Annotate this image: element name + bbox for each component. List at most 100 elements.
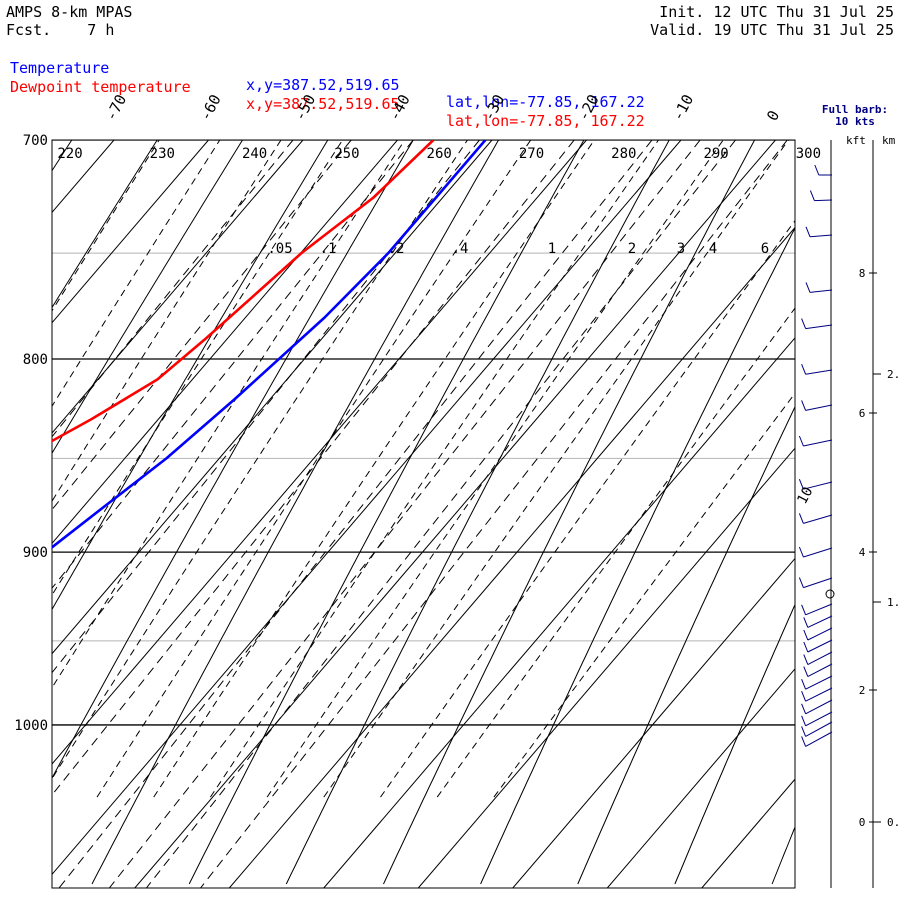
model-title: AMPS 8-km MPAS bbox=[6, 3, 133, 21]
isotherm-line bbox=[512, 557, 795, 888]
mixing-ratio-line bbox=[58, 140, 653, 888]
moist-adiabat bbox=[52, 140, 282, 503]
wind-barb bbox=[801, 731, 833, 747]
calm-wind-marker bbox=[825, 589, 835, 599]
wind-barb bbox=[803, 627, 833, 641]
fcst-value: 7 h bbox=[87, 21, 115, 39]
moist-adiabat bbox=[323, 140, 789, 798]
wind-barb bbox=[801, 400, 833, 411]
moist-adiabat bbox=[52, 140, 468, 780]
isotherm-line bbox=[52, 140, 398, 545]
isotherm-line bbox=[134, 140, 776, 888]
wind-barb bbox=[809, 190, 833, 202]
mixing-ratio-line bbox=[108, 140, 701, 888]
isotherm-line bbox=[52, 140, 209, 324]
isotherm-top-label: -30 bbox=[480, 92, 509, 124]
wind-barb bbox=[803, 639, 833, 653]
moist-adiabat bbox=[52, 140, 221, 408]
wind-barb bbox=[801, 687, 833, 702]
moist-adiabat bbox=[209, 140, 659, 798]
wind-barb bbox=[801, 721, 833, 737]
mixing-ratio-line bbox=[52, 140, 414, 589]
km-tick-label: 1. bbox=[887, 596, 900, 609]
mixing-ratio-line bbox=[145, 140, 736, 888]
moist-adiabat bbox=[52, 140, 406, 689]
theta-label: 280 bbox=[611, 146, 636, 162]
mixing-ratio-line bbox=[52, 140, 294, 438]
pressure-tick-label: 700 bbox=[23, 133, 48, 149]
isotherm-top-label: -10 bbox=[669, 92, 698, 124]
kft-tick-label: 4 bbox=[859, 546, 866, 559]
legend-dewpoint-latlon: lat,lon=-77.85, 167.22 bbox=[446, 112, 645, 130]
isotherm-line bbox=[0, 140, 20, 888]
legend-temperature: Temperature x,y=387.52,519.65 lat,lon=-7… bbox=[10, 43, 645, 111]
isotherm-line bbox=[417, 447, 795, 888]
isotherm-line bbox=[606, 668, 795, 888]
moist-adiabat bbox=[96, 140, 532, 798]
valid-time: Valid. 19 UTC Thu 31 Jul 25 bbox=[650, 21, 894, 39]
kft-tick-label: 8 bbox=[859, 267, 866, 280]
theta-label: 300 bbox=[796, 146, 821, 162]
legend-dewpoint-name: Dewpoint temperature bbox=[10, 78, 191, 96]
dry-adiabat bbox=[52, 140, 414, 780]
isotherm-top-label: -40 bbox=[385, 92, 414, 124]
dry-adiabat bbox=[52, 140, 243, 455]
km-label: km bbox=[882, 134, 896, 147]
mixing-ratio-line bbox=[52, 140, 480, 674]
mixing-ratio-label: 2 bbox=[628, 241, 636, 257]
theta-label: 290 bbox=[703, 146, 728, 162]
theta-label: 230 bbox=[150, 146, 175, 162]
moist-adiabat bbox=[153, 140, 595, 798]
wind-barb bbox=[805, 282, 833, 293]
wind-barb bbox=[803, 663, 833, 678]
wind-barb bbox=[805, 226, 833, 238]
moist-adiabat bbox=[436, 307, 795, 798]
dry-adiabat bbox=[869, 140, 900, 884]
kft-label: kft bbox=[846, 134, 866, 147]
isotherm-top-label: -60 bbox=[196, 92, 225, 124]
isotherm-line bbox=[52, 140, 682, 876]
isotherm-line bbox=[52, 140, 304, 434]
mixing-ratio-label: 6 bbox=[761, 241, 769, 257]
moist-adiabat bbox=[266, 140, 724, 798]
wind-barb bbox=[814, 164, 832, 176]
theta-label: 240 bbox=[242, 146, 267, 162]
mixing-ratio-label: 4 bbox=[709, 241, 717, 257]
legend-temperature-xy: x,y=387.52,519.65 bbox=[246, 76, 400, 94]
theta-label: 260 bbox=[427, 146, 452, 162]
kft-tick-label: 6 bbox=[859, 407, 866, 420]
isotherm-line bbox=[52, 140, 587, 765]
theta-label: 270 bbox=[519, 146, 544, 162]
legend-temperature-latlon: lat,lon=-77.85, 167.22 bbox=[446, 93, 645, 111]
temperature-profile bbox=[52, 140, 487, 549]
wind-barb bbox=[803, 615, 833, 628]
mixing-ratio-label: .05 bbox=[267, 241, 292, 257]
dry-adiabat bbox=[52, 140, 73, 172]
wind-barb bbox=[801, 675, 833, 690]
pressure-tick-label: 800 bbox=[23, 352, 48, 368]
wind-barb bbox=[801, 603, 833, 616]
wind-speed-label: 10 bbox=[794, 484, 816, 506]
pressure-tick-label: 1000 bbox=[14, 718, 48, 734]
wind-barb bbox=[801, 699, 833, 715]
wind-barb bbox=[801, 711, 833, 727]
isotherm-line bbox=[52, 140, 115, 214]
isotherm-top-label: -70 bbox=[102, 92, 131, 124]
mixing-ratio-line bbox=[52, 140, 575, 796]
moist-adiabat bbox=[52, 140, 344, 596]
kft-tick-label: 2 bbox=[859, 684, 866, 697]
isotherm-top-label: 0 bbox=[763, 107, 783, 123]
init-time: Init. 12 UTC Thu 31 Jul 25 bbox=[659, 3, 894, 21]
mixing-ratio-label: .2 bbox=[388, 241, 405, 257]
km-tick-label: 2. bbox=[887, 368, 900, 381]
isotherm-line bbox=[52, 140, 493, 655]
forecast-hour: Fcst. 7 h bbox=[6, 22, 114, 39]
dry-adiabat bbox=[52, 140, 329, 611]
wind-barb bbox=[801, 318, 833, 330]
isotherm-top-label: -50 bbox=[291, 92, 320, 124]
moist-adiabat bbox=[493, 392, 795, 798]
kft-tick-label: 0 bbox=[859, 816, 866, 829]
moist-adiabat bbox=[380, 219, 795, 798]
legend-dewpoint: Dewpoint temperature x,y=387.52,519.65 l… bbox=[10, 62, 645, 130]
